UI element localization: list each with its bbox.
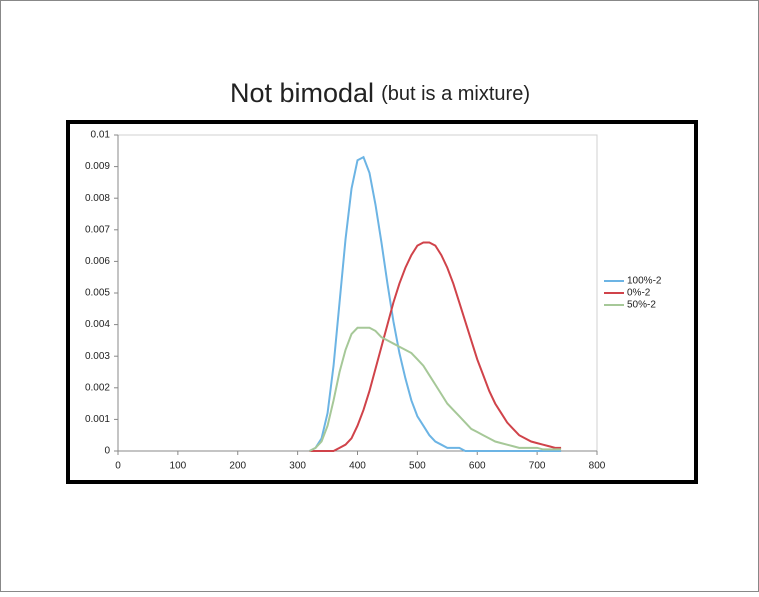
y-tick-label: 0.006 — [85, 256, 110, 267]
y-tick-label: 0.005 — [85, 288, 110, 299]
slide-title: Not bimodal (but is a mixture) — [230, 78, 530, 108]
subtitle: (but is a mixture) — [381, 83, 530, 105]
y-tick-label: 0.003 — [85, 351, 110, 362]
x-tick-label: 700 — [529, 461, 546, 472]
x-tick-label: 200 — [229, 461, 246, 472]
y-tick-label: 0.002 — [85, 382, 110, 393]
x-tick-label: 800 — [589, 461, 606, 472]
chart-frame — [66, 120, 698, 484]
x-tick-label: 600 — [469, 461, 486, 472]
series-line — [309, 326, 562, 452]
y-tick-label: 0.001 — [85, 414, 110, 425]
series-line — [309, 155, 562, 452]
y-tick-label: 0.008 — [85, 193, 110, 204]
series-line — [309, 241, 562, 452]
y-tick-label: 0.009 — [85, 161, 110, 172]
x-tick-label: 0 — [115, 461, 121, 472]
x-tick-label: 300 — [289, 461, 306, 472]
x-tick-label: 500 — [409, 461, 426, 472]
y-tick-label: 0.01 — [91, 130, 111, 141]
x-tick-label: 100 — [170, 461, 187, 472]
legend-label: 0%-2 — [627, 288, 651, 299]
y-tick-label: 0.007 — [85, 224, 110, 235]
legend-label: 100%-2 — [627, 276, 662, 287]
y-tick-label: 0.004 — [85, 319, 110, 330]
y-tick-label: 0 — [104, 446, 110, 457]
x-tick-label: 400 — [349, 461, 366, 472]
title: Not bimodal — [230, 78, 374, 108]
legend-label: 50%-2 — [627, 300, 656, 311]
